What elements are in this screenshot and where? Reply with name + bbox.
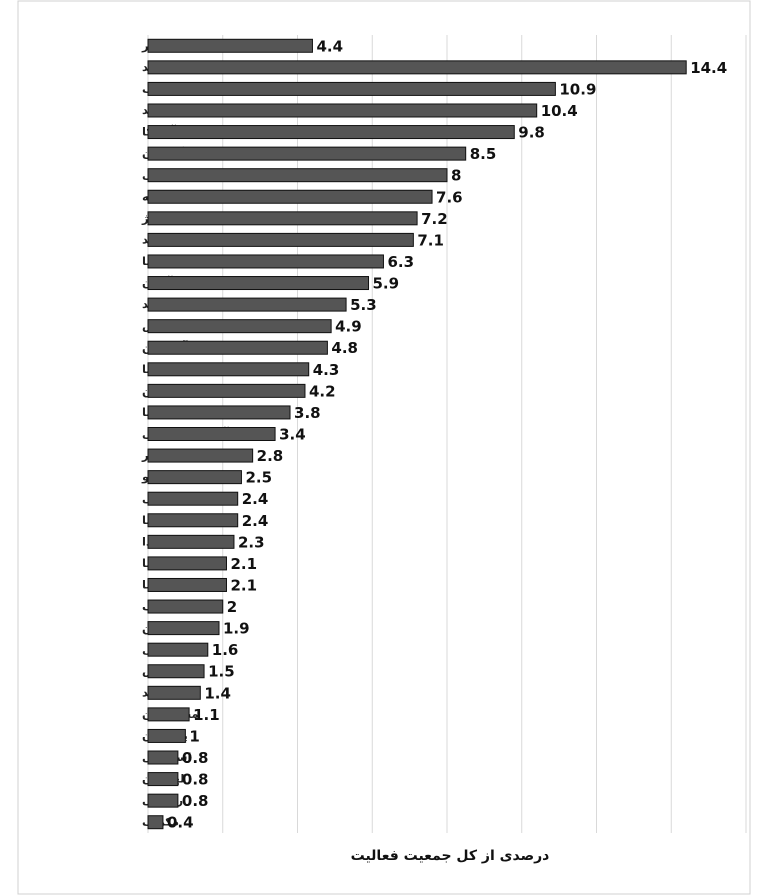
bar bbox=[147, 276, 370, 291]
bar bbox=[147, 211, 418, 226]
bar bbox=[147, 577, 227, 592]
value-label: 4.9 bbox=[335, 318, 362, 336]
bar bbox=[147, 534, 235, 549]
bar bbox=[147, 362, 310, 377]
bar bbox=[147, 513, 239, 528]
bar bbox=[147, 189, 433, 204]
value-label: 2 bbox=[227, 598, 237, 616]
bar bbox=[147, 297, 347, 312]
value-label: 1.6 bbox=[212, 641, 239, 659]
value-label: 9.8 bbox=[518, 124, 545, 142]
value-label: 2.4 bbox=[242, 490, 269, 508]
bar bbox=[147, 470, 242, 485]
bar bbox=[147, 491, 239, 506]
value-label: 6.3 bbox=[387, 253, 414, 271]
bar bbox=[147, 383, 306, 398]
bar bbox=[147, 60, 687, 75]
bar bbox=[147, 750, 179, 765]
value-label: 4.8 bbox=[331, 339, 358, 357]
value-label: 2.4 bbox=[242, 512, 269, 530]
bar bbox=[147, 103, 538, 118]
value-label: 8.5 bbox=[470, 145, 497, 163]
value-label: 8 bbox=[451, 167, 461, 185]
bar bbox=[147, 685, 201, 700]
value-label: 2.8 bbox=[257, 447, 284, 465]
bar bbox=[147, 707, 190, 722]
value-label: 2.5 bbox=[245, 469, 272, 487]
value-label: 1.1 bbox=[193, 706, 220, 724]
value-label: 2.3 bbox=[238, 533, 265, 551]
bar bbox=[147, 556, 227, 571]
bar bbox=[147, 38, 313, 53]
bar bbox=[147, 815, 164, 830]
value-label: 4.3 bbox=[313, 361, 340, 379]
bar bbox=[147, 81, 556, 96]
value-label: 10.9 bbox=[559, 80, 596, 98]
bar bbox=[147, 664, 205, 679]
bar bbox=[147, 405, 291, 420]
value-label: 1.5 bbox=[208, 663, 235, 681]
bar bbox=[147, 254, 384, 269]
value-label: 10.4 bbox=[541, 102, 578, 120]
value-label: 2.1 bbox=[230, 555, 257, 573]
bar bbox=[147, 125, 515, 140]
value-label: 1.4 bbox=[204, 684, 231, 702]
value-label: 0.8 bbox=[182, 771, 209, 789]
value-label: 5.3 bbox=[350, 296, 377, 314]
value-label: 4.4 bbox=[316, 37, 343, 55]
value-label: 7.6 bbox=[436, 188, 463, 206]
bar bbox=[147, 621, 220, 636]
value-label: 0.8 bbox=[182, 792, 209, 810]
bar bbox=[147, 448, 254, 463]
bar bbox=[147, 146, 467, 161]
value-label: 1.9 bbox=[223, 620, 250, 638]
value-label: 7.2 bbox=[421, 210, 448, 228]
bar bbox=[147, 772, 179, 787]
value-label: 0.8 bbox=[182, 749, 209, 767]
value-label: 3.8 bbox=[294, 404, 321, 422]
x-axis-label: درصدی از کل جمعیت فعالیت bbox=[351, 848, 550, 864]
value-label: 0.4 bbox=[167, 814, 194, 832]
bar bbox=[147, 427, 276, 441]
bar bbox=[147, 642, 209, 657]
value-label: 4.2 bbox=[309, 382, 336, 400]
bar bbox=[147, 793, 179, 808]
value-label: 7.1 bbox=[417, 231, 444, 249]
value-label: 5.9 bbox=[373, 275, 400, 293]
bar bbox=[147, 599, 224, 614]
value-label: 1 bbox=[189, 727, 199, 745]
bar bbox=[147, 232, 414, 247]
bar bbox=[147, 340, 328, 355]
value-label: 3.4 bbox=[279, 426, 306, 444]
bar bbox=[147, 319, 332, 334]
bar bbox=[147, 168, 448, 183]
value-label: 2.1 bbox=[230, 576, 257, 594]
bar bbox=[147, 728, 186, 743]
value-label: 14.4 bbox=[690, 59, 727, 77]
